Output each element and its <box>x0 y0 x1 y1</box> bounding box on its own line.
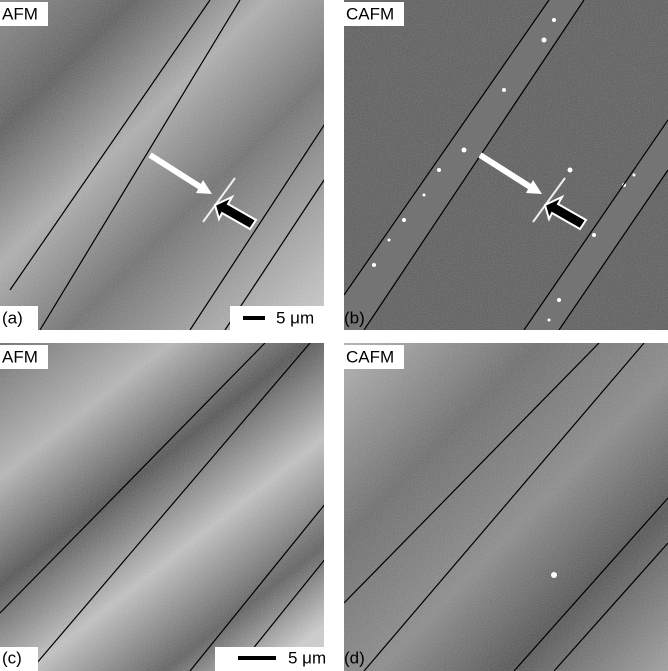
panel-b <box>344 0 668 330</box>
scale-label: 5 μm <box>276 308 314 327</box>
panel-label: (a) <box>2 308 23 327</box>
scale-label: 5 μm <box>288 648 326 667</box>
mode-label: CAFM <box>346 347 394 366</box>
mode-label: AFM <box>2 347 38 366</box>
mode-label: AFM <box>2 4 38 23</box>
panel-a <box>0 0 334 330</box>
mode-label: CAFM <box>346 4 394 23</box>
panel-d <box>344 343 668 671</box>
panel-c <box>0 343 334 671</box>
scale-bar <box>243 316 265 320</box>
figure: AFM CAFM AFM CAFM (a) 5 μm (b) (c) 5 μm … <box>0 0 668 671</box>
scale-bar <box>238 656 276 660</box>
panel-label: (b) <box>344 308 365 327</box>
panel-label: (d) <box>344 648 365 667</box>
panel-label: (c) <box>2 648 22 667</box>
